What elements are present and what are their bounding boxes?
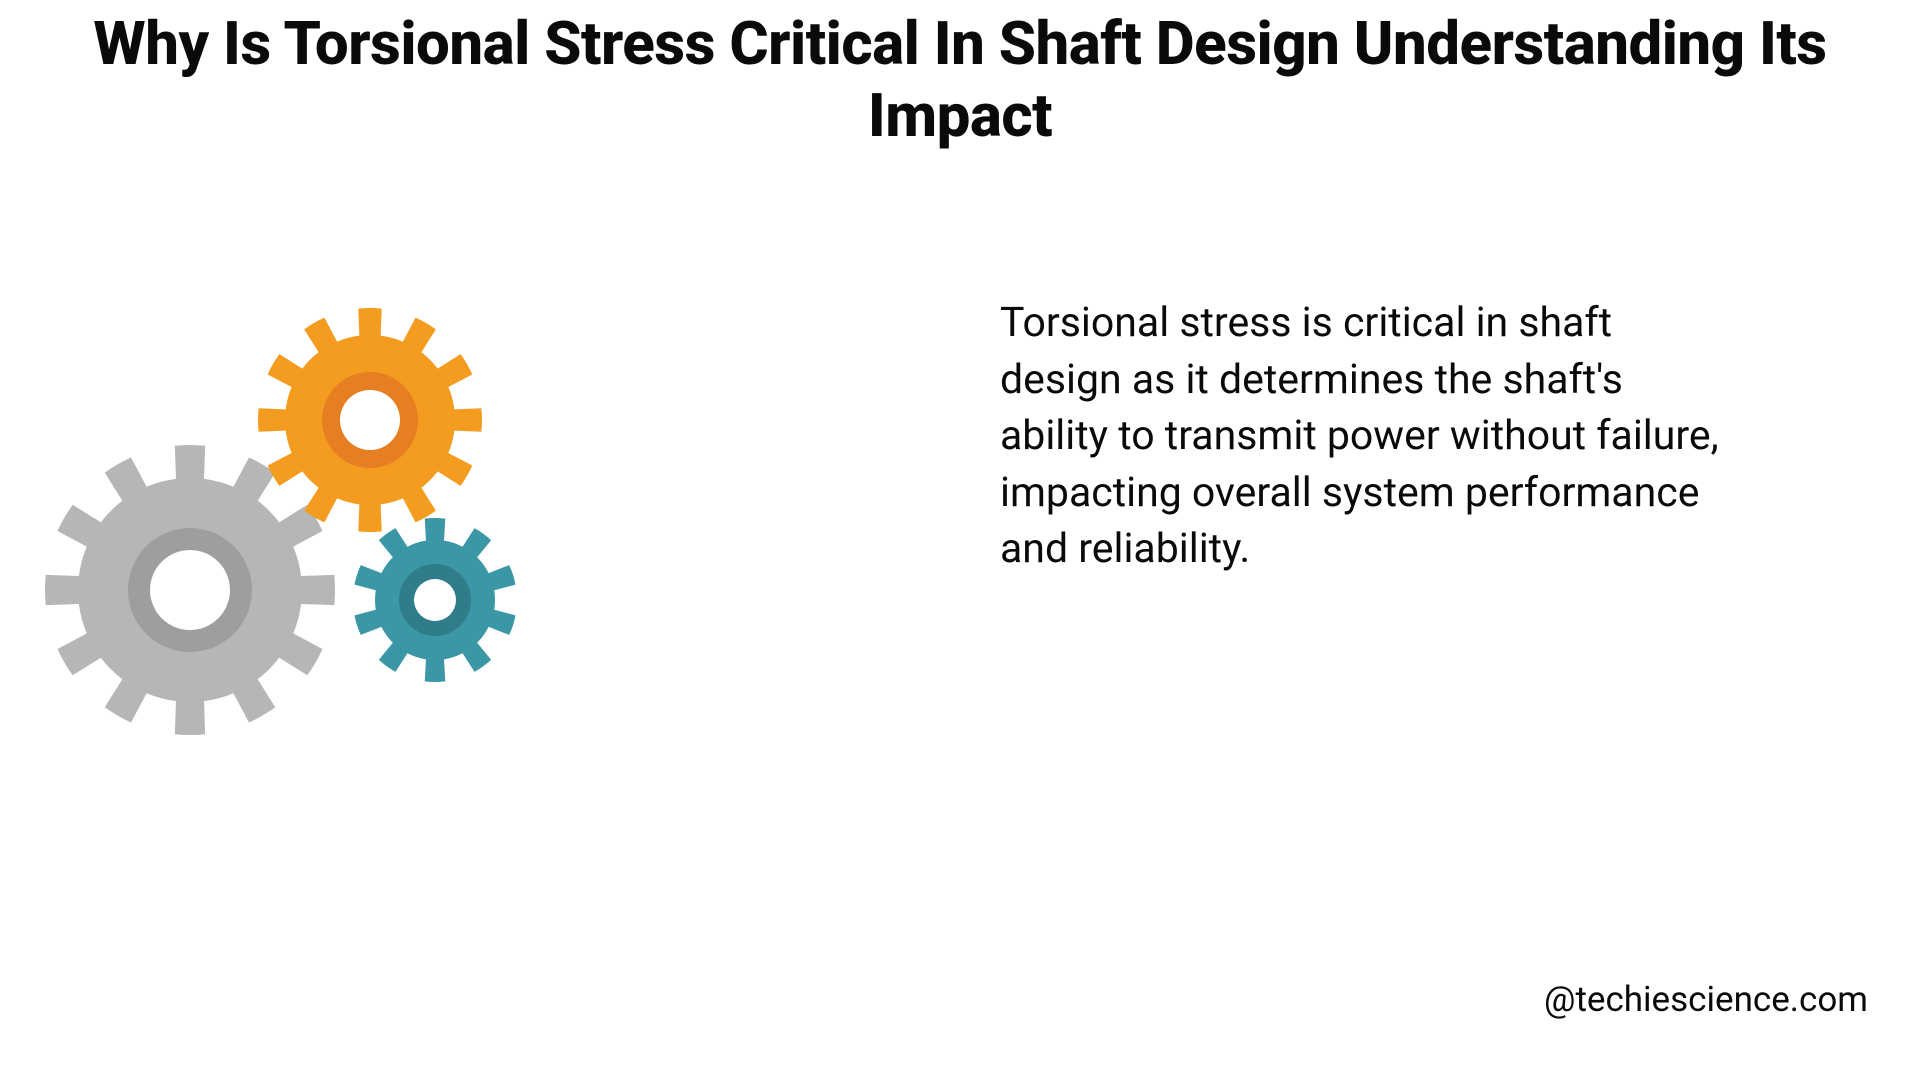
attribution-text: @techiescience.com: [1544, 979, 1868, 1020]
gear-icon-small-teal: [350, 515, 520, 685]
body-paragraph: Torsional stress is critical in shaft de…: [1000, 295, 1720, 578]
gears-illustration: [40, 290, 560, 790]
gear-icon-medium-orange: [255, 305, 485, 535]
page-title: Why Is Torsional Stress Critical In Shaf…: [20, 8, 1900, 152]
